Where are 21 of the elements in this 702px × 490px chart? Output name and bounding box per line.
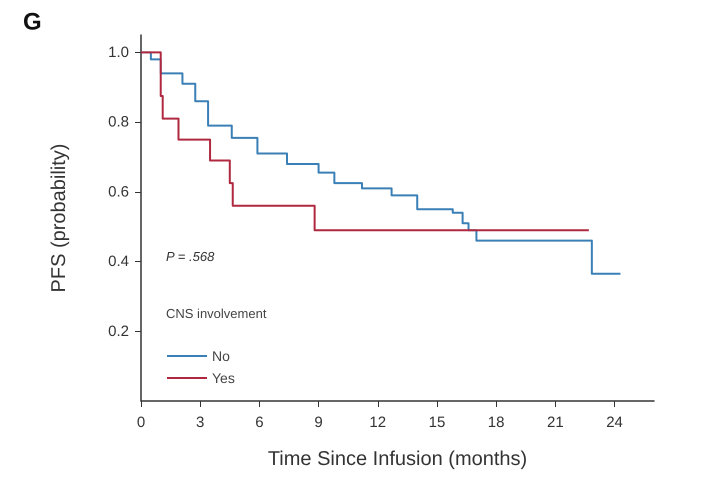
x-tick-label: 21 bbox=[547, 414, 564, 431]
y-axis-title: PFS (probability) bbox=[48, 144, 70, 292]
chart-title: G bbox=[23, 8, 42, 36]
y-tick-label: 1.0 bbox=[108, 44, 129, 61]
y-tick-label: 0.8 bbox=[108, 114, 129, 131]
x-tick-label: 18 bbox=[488, 414, 504, 431]
x-tick-label: 24 bbox=[606, 414, 623, 431]
x-tick-label: 15 bbox=[428, 414, 446, 431]
x-tick-label: 6 bbox=[255, 414, 264, 431]
y-tick-label: 0.4 bbox=[108, 253, 129, 270]
legend-title: CNS involvement bbox=[166, 306, 267, 321]
y-tick-label: 0.2 bbox=[108, 322, 129, 340]
y-tick-label: 0.6 bbox=[108, 183, 129, 200]
legend-label: Yes bbox=[212, 370, 235, 386]
x-tick-label: 3 bbox=[196, 414, 204, 431]
x-tick-label: 12 bbox=[369, 414, 386, 431]
x-tick-label: 0 bbox=[136, 414, 146, 431]
annotation: P = .568 bbox=[166, 249, 216, 264]
legend-label: No bbox=[212, 348, 230, 364]
x-tick-label: 9 bbox=[314, 414, 323, 431]
x-axis-title: Time Since Infusion (months) bbox=[268, 448, 528, 470]
